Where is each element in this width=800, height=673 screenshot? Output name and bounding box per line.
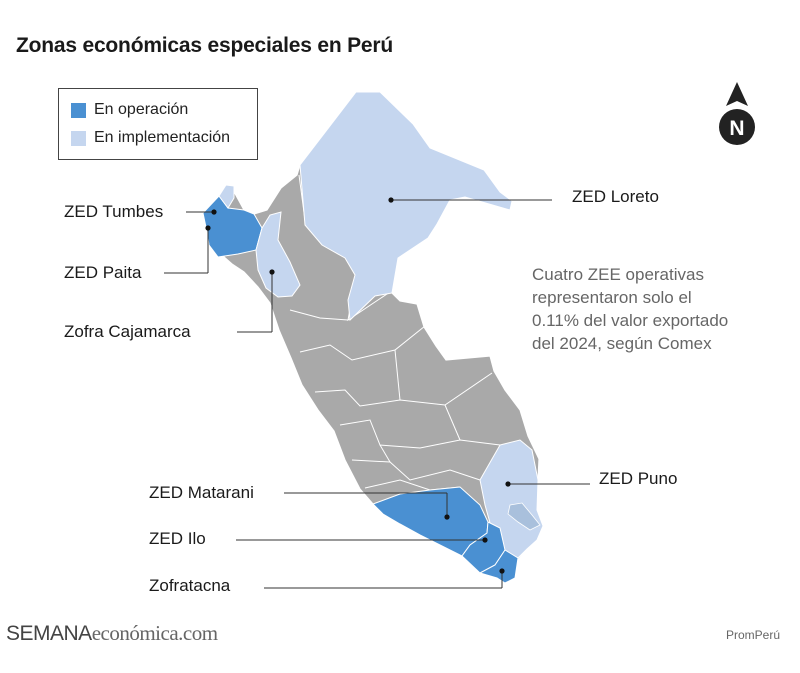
legend-label-operation: En operación — [94, 101, 189, 118]
north-arrow-icon: N — [719, 82, 755, 145]
label-zofra-cajamarca: Zofra Cajamarca — [64, 322, 191, 341]
marker-matarani — [444, 514, 450, 520]
marker-ilo — [482, 537, 488, 543]
marker-paita — [205, 225, 211, 231]
legend-item-operation: En operación — [71, 101, 188, 119]
annotation-note: Cuatro ZEE operativas representaron solo… — [532, 263, 772, 355]
note-line: 0.11% del valor exportado — [532, 311, 729, 330]
lake-titicaca — [507, 502, 541, 531]
marker-cajamarca — [269, 269, 275, 275]
legend-swatch-implementation — [71, 130, 86, 146]
label-zed-loreto: ZED Loreto — [572, 187, 659, 206]
zone-area-tumbes-north — [218, 184, 235, 209]
label-zed-puno: ZED Puno — [599, 469, 678, 488]
logo-part-economica: económica.com — [91, 621, 218, 645]
zone-area-cajamarca — [255, 211, 301, 298]
legend-swatch-operation — [71, 102, 86, 118]
logo-part-semana: SEMANA — [6, 622, 92, 645]
zone-area-tacna — [478, 549, 519, 584]
source-credit: PromPerú — [726, 628, 781, 642]
marker-tumbes — [211, 209, 217, 215]
label-zed-tumbes: ZED Tumbes — [64, 202, 164, 221]
label-zed-ilo: ZED Ilo — [149, 529, 206, 548]
legend-label-implementation: En implementación — [94, 129, 231, 146]
marker-puno — [505, 481, 511, 487]
map-title: Zonas económicas especiales en Perú — [16, 34, 394, 57]
note-line: Cuatro ZEE operativas — [532, 265, 704, 284]
label-zed-matarani: ZED Matarani — [149, 483, 254, 502]
note-line: representaron solo el — [532, 288, 692, 307]
zone-markers — [205, 197, 511, 574]
marker-zofratacna — [499, 568, 505, 574]
compass-letter: N — [729, 117, 744, 140]
legend-item-implementation: En implementación — [71, 129, 230, 147]
label-zofratacna: Zofratacna — [149, 576, 231, 595]
label-zed-paita: ZED Paita — [64, 263, 142, 282]
marker-loreto — [388, 197, 394, 203]
leader-lines — [164, 199, 590, 589]
zone-area-loreto — [299, 91, 513, 322]
note-line: del 2024, según Comex — [532, 334, 712, 353]
publisher-logo: SEMANAeconómica.com — [6, 621, 218, 646]
legend: En operación En implementación — [58, 88, 258, 160]
